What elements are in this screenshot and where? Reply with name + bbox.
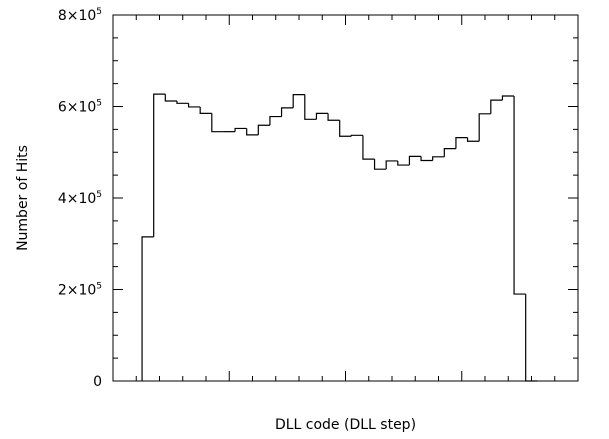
- hist-bin-4: [164, 94, 177, 102]
- hist-bin-21: [362, 135, 375, 160]
- hist-bin-31: [478, 113, 491, 142]
- hist-bin-28: [443, 147, 456, 157]
- hist-bin-26: [420, 156, 433, 162]
- hist-bin-17: [315, 112, 329, 120]
- y-tick-label: 8×105: [58, 7, 102, 24]
- hist-bin-20: [350, 134, 363, 137]
- y-tick-label: 0: [93, 374, 102, 390]
- y-axis-label: Number of Hits: [15, 145, 31, 251]
- y-tick-exponent: 5: [96, 190, 102, 200]
- hist-bin-13: [269, 115, 282, 126]
- hist-bin-5: [176, 101, 189, 104]
- hist-bin-7: [199, 106, 212, 114]
- y-tick-label: 2×105: [58, 282, 102, 299]
- hist-bin-14: [280, 107, 294, 117]
- y-tick-label: 6×105: [58, 99, 102, 116]
- y-tick-label: 4×105: [58, 190, 102, 207]
- hist-bin-12: [257, 124, 270, 135]
- hist-bin-25: [408, 155, 422, 166]
- plot-frame: [112, 14, 579, 382]
- y-tick-base: 0: [93, 374, 102, 390]
- hist-bin-19: [339, 120, 352, 137]
- y-tick-base: 2×10: [58, 283, 96, 299]
- y-tick-exponent: 5: [96, 7, 102, 17]
- hist-bin-3: [153, 93, 166, 237]
- hist-bin-15: [292, 94, 305, 108]
- hist-bin-2: [141, 236, 154, 381]
- hist-bin-10: [234, 127, 247, 132]
- y-tick-base: 4×10: [58, 191, 96, 207]
- x-axis-label: DLL code (DLL step): [275, 417, 416, 433]
- hist-bin-29: [455, 137, 468, 149]
- hist-bin-23: [385, 160, 398, 170]
- hist-bin-18: [327, 113, 340, 121]
- y-tick-exponent: 5: [96, 99, 102, 109]
- hist-bin-24: [397, 160, 410, 166]
- y-tick-base: 6×10: [58, 100, 96, 116]
- y-tick-exponent: 5: [96, 282, 102, 292]
- hist-bin-30: [466, 137, 480, 142]
- hist-bin-33: [501, 95, 515, 101]
- hist-bin-27: [432, 156, 445, 161]
- hist-bin-34: [513, 95, 526, 295]
- y-tick-base: 8×10: [58, 8, 96, 24]
- hist-bin-35: [525, 294, 538, 382]
- hist-bin-6: [187, 103, 201, 108]
- hist-bin-11: [246, 128, 259, 136]
- hist-bin-8: [211, 113, 224, 133]
- hist-bin-22: [373, 159, 387, 170]
- hist-bin-32: [490, 99, 503, 114]
- hist-bin-16: [304, 94, 317, 120]
